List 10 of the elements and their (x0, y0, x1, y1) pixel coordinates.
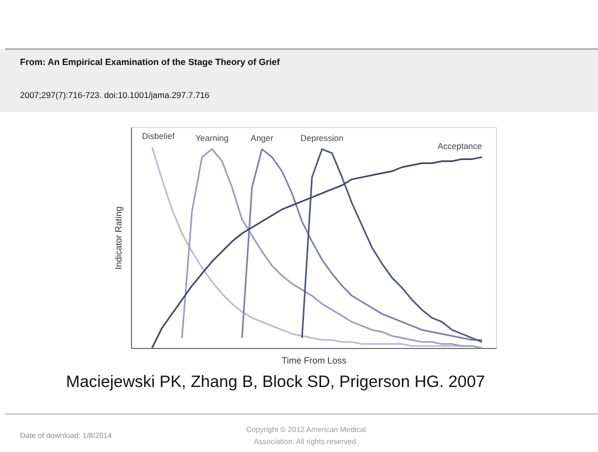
text: Maciejewski PK, Zhang B, Block SD, Prigerson HG. 2007 (66, 373, 486, 391)
chart-title: From: An Empirical Examination of the Stage Theory of Grief (20, 57, 281, 67)
series-label: Yearning (195, 133, 229, 144)
x-axis-title: Time From Loss (282, 356, 347, 366)
series-label: Anger (250, 133, 274, 144)
series-label: Depression (300, 133, 344, 144)
series-label: Disbelief (142, 131, 176, 142)
text: 2007;297(7):716-723. doi:10.1001/jama.297.7.716 (20, 90, 210, 100)
y-axis-title: Indicator Rating (114, 206, 124, 270)
series-label: Acceptance (438, 141, 482, 152)
